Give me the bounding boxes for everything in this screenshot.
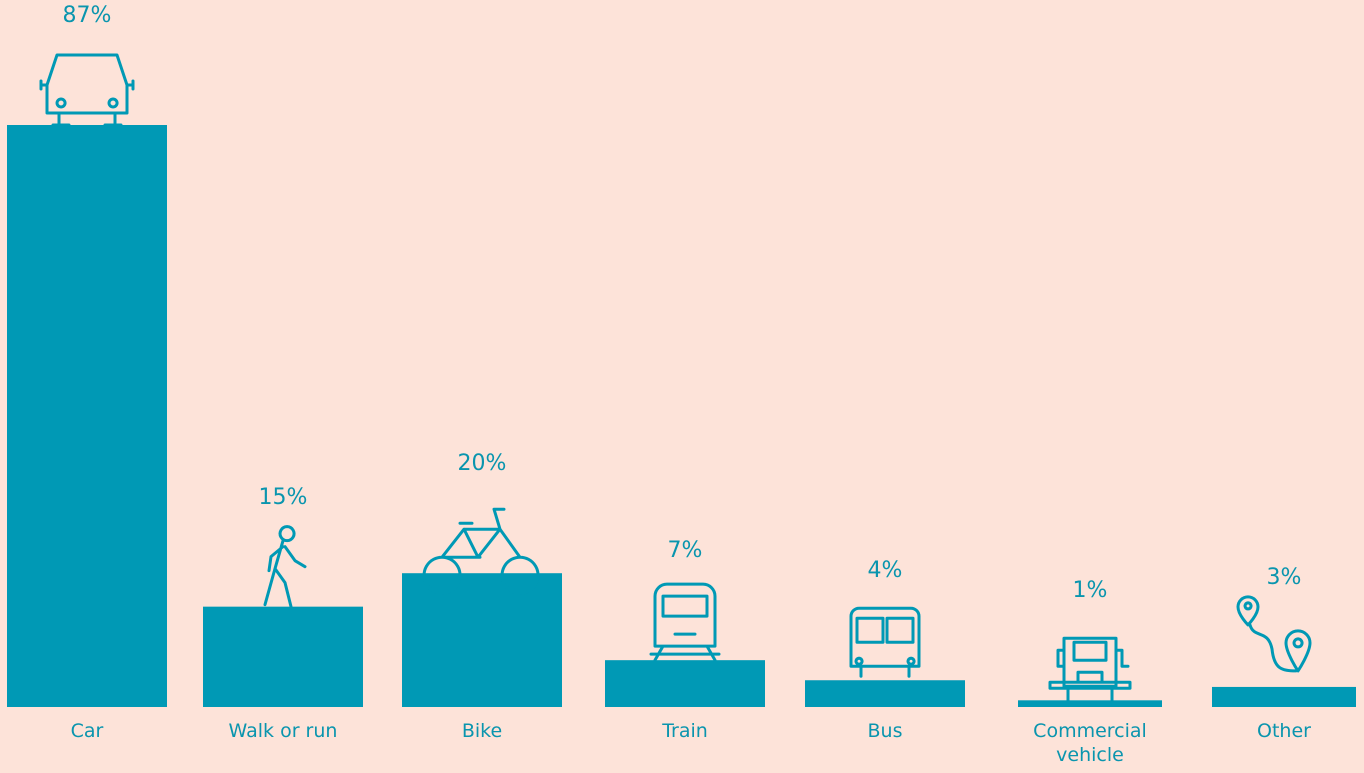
icon (263, 525, 307, 609)
icon-shape (422, 507, 540, 595)
value-label: 87% (62, 3, 112, 28)
bar (7, 125, 167, 707)
icon (39, 53, 135, 127)
icon-shape (263, 525, 307, 609)
bar (805, 680, 965, 707)
value-label: 1% (1072, 578, 1108, 604)
icon-shape (1236, 595, 1312, 673)
icon (422, 507, 540, 595)
bar (1018, 700, 1162, 707)
category-label: Train (662, 720, 708, 742)
icon (649, 582, 721, 662)
icon-shape (39, 53, 135, 127)
icon-shape (1048, 636, 1132, 702)
category-label: Walk or run (228, 720, 338, 742)
category-label: Bike (461, 720, 503, 742)
icon-shape (849, 606, 921, 678)
value-label: 4% (867, 558, 903, 584)
icon (849, 606, 921, 678)
value-label: 7% (667, 538, 703, 564)
bar (1212, 686, 1356, 707)
category-label: Commercial vehicle (1033, 720, 1147, 766)
bar (402, 573, 562, 707)
bar (605, 660, 765, 707)
value-label: 15% (258, 484, 308, 510)
category-label: Bus (867, 720, 903, 742)
icon (1236, 595, 1312, 673)
category-label: Other (1257, 720, 1311, 742)
bar (203, 606, 363, 707)
icon (1048, 636, 1132, 702)
value-label: 20% (457, 451, 507, 477)
value-label: 3% (1266, 564, 1302, 590)
icon-shape (649, 582, 721, 662)
category-label: Car (70, 720, 104, 742)
